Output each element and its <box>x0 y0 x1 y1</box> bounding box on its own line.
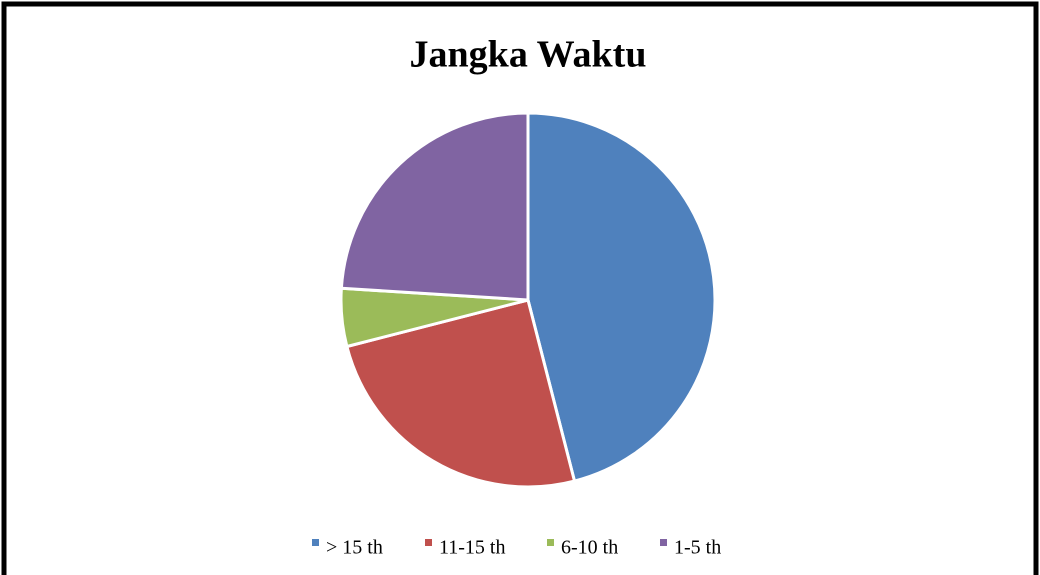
pie-slice <box>345 298 577 489</box>
chart-title: Jangka Waktu <box>410 34 647 76</box>
legend-swatch <box>547 539 554 546</box>
legend-label: 6-10 th <box>561 537 618 559</box>
legend-swatch <box>660 539 667 546</box>
legend-label: > 15 th <box>326 537 383 559</box>
pie-slice <box>526 111 717 483</box>
legend-label: 11-15 th <box>439 537 505 559</box>
legend-swatch <box>312 539 319 546</box>
pie-slice <box>339 111 530 302</box>
legend-label: 1-5 th <box>674 537 721 559</box>
legend-swatch <box>425 539 432 546</box>
